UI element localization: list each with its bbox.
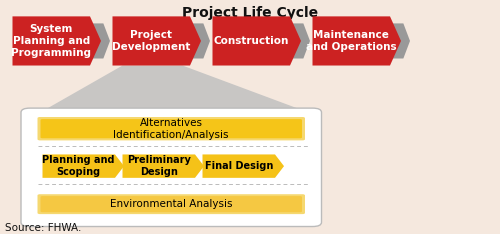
Polygon shape xyxy=(391,23,410,58)
Polygon shape xyxy=(122,154,204,178)
Text: System
Planning and
Programming: System Planning and Programming xyxy=(12,24,91,58)
Polygon shape xyxy=(312,16,401,66)
Polygon shape xyxy=(112,16,201,66)
Text: Construction: Construction xyxy=(214,36,289,46)
FancyBboxPatch shape xyxy=(40,119,302,138)
Polygon shape xyxy=(42,154,124,178)
FancyBboxPatch shape xyxy=(38,117,305,140)
Text: Final Design: Final Design xyxy=(204,161,273,171)
Text: Planning and
Scoping: Planning and Scoping xyxy=(42,155,115,177)
Text: Maintenance
and Operations: Maintenance and Operations xyxy=(306,30,396,52)
Polygon shape xyxy=(12,16,101,66)
Text: Environmental Analysis: Environmental Analysis xyxy=(110,199,232,209)
Polygon shape xyxy=(191,23,210,58)
Text: Preliminary
Design: Preliminary Design xyxy=(127,155,190,177)
FancyBboxPatch shape xyxy=(38,194,305,214)
FancyBboxPatch shape xyxy=(21,108,322,227)
Text: Alternatives
Identification/Analysis: Alternatives Identification/Analysis xyxy=(114,117,229,140)
Polygon shape xyxy=(202,154,284,178)
Text: Project
Development: Project Development xyxy=(112,30,190,52)
Polygon shape xyxy=(91,23,110,58)
Text: Source: FHWA.: Source: FHWA. xyxy=(5,223,82,233)
Polygon shape xyxy=(291,23,310,58)
Polygon shape xyxy=(212,16,301,66)
Polygon shape xyxy=(42,66,305,111)
FancyBboxPatch shape xyxy=(40,196,302,212)
Text: Project Life Cycle: Project Life Cycle xyxy=(182,6,318,20)
